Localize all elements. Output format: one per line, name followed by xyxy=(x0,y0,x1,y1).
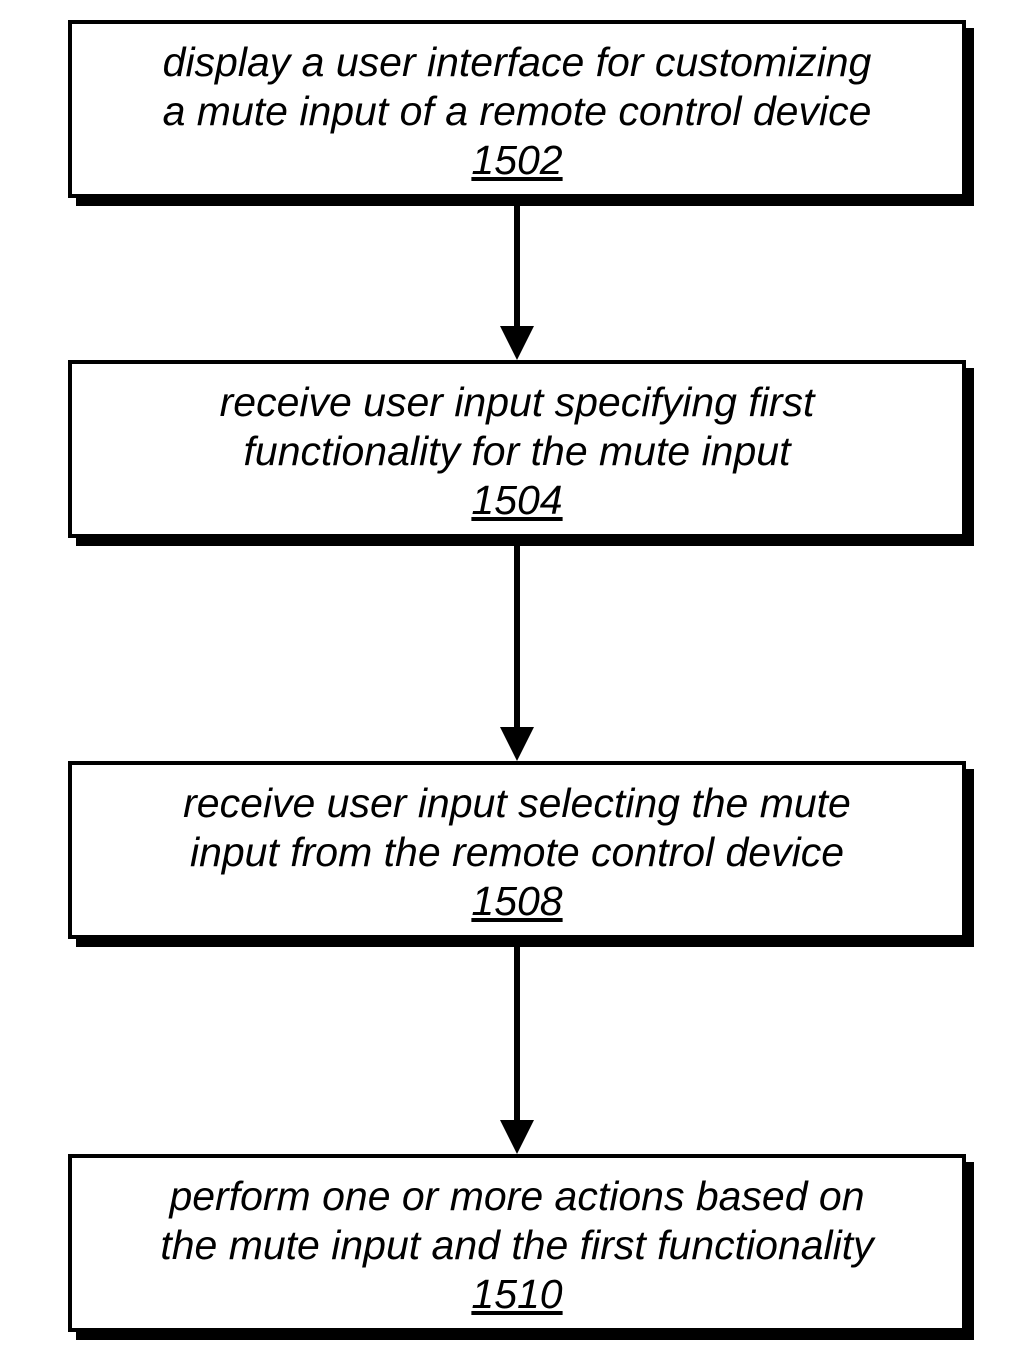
flowchart-arrow xyxy=(500,947,534,1154)
arrow-line xyxy=(514,206,520,326)
step-box: receive user input selecting the mute in… xyxy=(68,761,966,939)
step-text: display a user interface for customizing… xyxy=(163,38,872,135)
step-ref: 1502 xyxy=(471,137,562,184)
flowchart-arrow xyxy=(500,546,534,761)
step-text: perform one or more actions based on the… xyxy=(160,1172,873,1269)
arrow-line xyxy=(514,947,520,1120)
step-box: receive user input specifying first func… xyxy=(68,360,966,538)
flowchart-step: perform one or more actions based on the… xyxy=(68,1154,974,1340)
step-box: display a user interface for customizing… xyxy=(68,20,966,198)
step-ref: 1504 xyxy=(471,477,562,524)
flowchart-step: receive user input specifying first func… xyxy=(68,360,974,546)
step-text: receive user input selecting the mute in… xyxy=(183,779,851,876)
step-text: receive user input specifying first func… xyxy=(220,378,815,475)
step-ref: 1510 xyxy=(471,1271,562,1318)
step-ref: 1508 xyxy=(471,878,562,925)
arrow-head-icon xyxy=(500,326,534,360)
step-box: perform one or more actions based on the… xyxy=(68,1154,966,1332)
arrow-head-icon xyxy=(500,1120,534,1154)
arrow-head-icon xyxy=(500,727,534,761)
flowchart-arrow xyxy=(500,206,534,360)
arrow-line xyxy=(514,546,520,727)
flowchart-step: receive user input selecting the mute in… xyxy=(68,761,974,947)
flowchart-canvas: display a user interface for customizing… xyxy=(0,0,1036,1350)
flowchart-step: display a user interface for customizing… xyxy=(68,20,974,206)
